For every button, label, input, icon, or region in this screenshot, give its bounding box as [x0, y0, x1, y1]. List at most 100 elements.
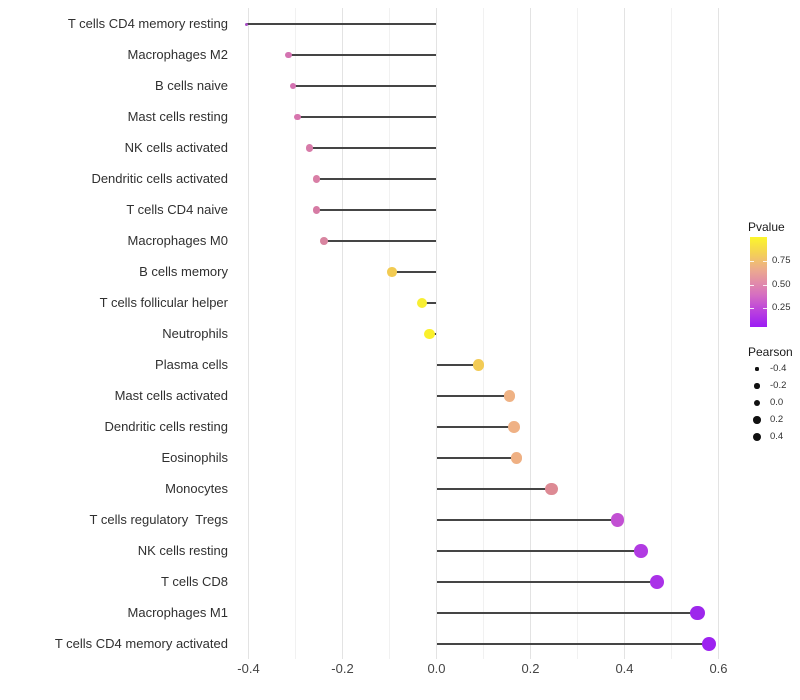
y-axis-label: Macrophages M0 [127, 233, 228, 248]
lollipop-dot [285, 51, 292, 59]
y-axis-label: Macrophages M2 [127, 47, 228, 62]
gridline-major [436, 8, 437, 659]
lollipop-stem [436, 612, 698, 614]
lollipop-stem [436, 519, 618, 521]
pearson-size-dot [753, 399, 761, 407]
y-axis-label: B cells naive [155, 78, 228, 93]
x-tick-label: 0.6 [709, 661, 728, 676]
lollipop-stem [436, 581, 658, 583]
y-axis-label: NK cells activated [124, 140, 228, 155]
pvalue-tick-mark [763, 284, 767, 286]
y-axis-label: NK cells resting [137, 543, 228, 558]
y-axis-label: T cells follicular helper [99, 295, 228, 310]
lollipop-stem [297, 116, 437, 118]
y-axis-label: Mast cells activated [114, 388, 228, 403]
pearson-size-label: -0.2 [770, 380, 787, 391]
x-tick-label: -0.4 [237, 661, 260, 676]
lollipop-stem [246, 23, 437, 25]
lollipop-stem [422, 302, 437, 304]
y-axis-label: Eosinophils [161, 450, 229, 465]
y-axis-label: Dendritic cells activated [91, 171, 228, 186]
pvalue-gradient-bar [750, 237, 767, 327]
gridline-major [624, 8, 625, 659]
lollipop-dot [424, 328, 435, 340]
pvalue-tick-label: 0.75 [772, 255, 791, 266]
x-tick-label: -0.2 [331, 661, 354, 676]
gridline-minor [389, 8, 390, 659]
lollipop-stem [323, 240, 437, 242]
lollipop-dot [305, 144, 314, 152]
y-axis-label: Dendritic cells resting [104, 419, 228, 434]
lollipop-dot [545, 482, 558, 496]
lollipop-dot [510, 452, 523, 464]
pearson-size-dot [752, 432, 762, 442]
pearson-size-label: 0.0 [770, 397, 784, 408]
lollipop-stem [436, 364, 479, 366]
lollipop-stem [309, 147, 437, 149]
lollipop-dot [701, 636, 717, 652]
pearson-size-dot [754, 383, 760, 389]
gridline-major [530, 8, 531, 659]
gridline-minor [295, 8, 296, 659]
lollipop-stem [316, 209, 437, 211]
lollipop-dot [634, 544, 648, 558]
lollipop-stem [288, 54, 437, 56]
y-axis-label: Plasma cells [155, 357, 228, 372]
lollipop-dot [690, 605, 705, 621]
lollipop-dot [244, 22, 248, 26]
gridline-minor [577, 8, 578, 659]
lollipop-dot [650, 575, 665, 589]
y-axis-label: T cells CD4 naive [126, 202, 228, 217]
gridline-minor [671, 8, 672, 659]
pvalue-tick-mark [750, 284, 754, 286]
lollipop-stem [436, 643, 710, 645]
y-axis-label: B cells memory [139, 264, 228, 279]
y-axis-label: Macrophages M1 [127, 605, 228, 620]
y-axis-label: Neutrophils [162, 326, 228, 341]
pearson-size-label: -0.4 [770, 363, 787, 374]
pvalue-tick-label: 0.50 [772, 278, 791, 290]
pvalue-tick-mark [750, 308, 754, 309]
lollipop-dot [319, 237, 328, 245]
pearson-size-dot [753, 416, 761, 424]
y-axis-label: T cells regulatory Tregs [89, 512, 228, 527]
pvalue-tick-mark [750, 261, 754, 262]
lollipop-stem [436, 426, 515, 428]
lollipop-stem [436, 550, 641, 552]
pvalue-tick-mark [763, 308, 767, 309]
lollipop-stem [436, 395, 510, 397]
y-axis-label: T cells CD8 [161, 574, 228, 589]
lollipop-dot [417, 297, 428, 309]
lollipop-stem [436, 488, 552, 490]
y-axis-label: T cells CD4 memory activated [54, 636, 228, 651]
gridline-major [718, 8, 719, 659]
lollipop-stem [436, 457, 517, 459]
x-tick-label: 0.0 [427, 661, 446, 676]
gridline-major [248, 8, 249, 659]
gridline-major [342, 8, 343, 659]
pearson-legend-title: Pearson [748, 345, 793, 359]
pvalue-legend-title: Pvalue [748, 220, 785, 234]
lollipop-dot [387, 267, 397, 277]
lollipop-dot [312, 206, 321, 214]
pearson-size-dot [755, 367, 759, 371]
pearson-size-label: 0.4 [770, 431, 784, 442]
x-tick-label: 0.4 [615, 661, 634, 676]
lollipop-stem [316, 178, 437, 180]
x-tick-label: 0.2 [521, 661, 540, 676]
lollipop-dot [508, 421, 520, 433]
lollipop-dot [503, 390, 516, 402]
gridline-minor [483, 8, 484, 659]
lollipop-dot [473, 359, 485, 371]
lollipop-dot [312, 175, 321, 183]
lollipop-stem [391, 271, 437, 273]
lollipop-dot [294, 113, 302, 121]
lollipop-stem [293, 85, 437, 87]
pvalue-tick-mark [763, 261, 767, 262]
pearson-size-label: 0.2 [770, 414, 784, 425]
lollipop-dot [610, 513, 625, 527]
pvalue-tick-label: 0.25 [772, 302, 791, 313]
y-axis-label: T cells CD4 memory resting [67, 16, 228, 31]
y-axis-label: Mast cells resting [127, 109, 228, 124]
